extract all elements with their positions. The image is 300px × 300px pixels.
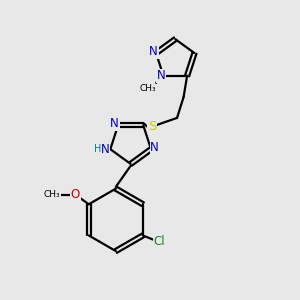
Text: CH₃: CH₃ [139,84,156,93]
Text: S: S [148,120,156,133]
Text: Cl: Cl [153,236,165,248]
Text: N: N [100,143,109,156]
Text: N: N [149,45,158,58]
Text: O: O [71,188,80,201]
Text: H: H [94,144,101,154]
Text: CH₃: CH₃ [44,190,61,199]
Text: N: N [157,69,165,82]
Text: N: N [150,141,159,154]
Text: N: N [110,117,119,130]
